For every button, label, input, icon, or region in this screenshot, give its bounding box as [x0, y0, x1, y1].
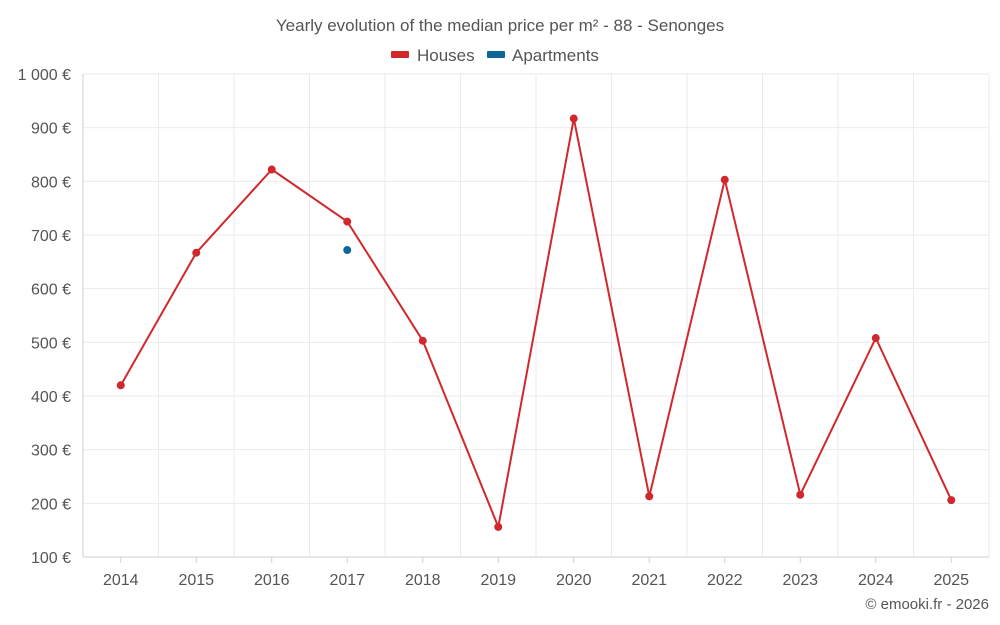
credit: © emooki.fr - 2026 [865, 596, 989, 613]
data-point-houses[interactable] [267, 165, 276, 174]
series-layer [116, 114, 956, 531]
y-tick-label: 200 € [31, 496, 71, 513]
x-tick-label: 2021 [631, 572, 667, 589]
y-tick-label: 600 € [31, 282, 71, 299]
data-point-apartments[interactable] [343, 246, 352, 255]
x-tick-label: 2014 [103, 572, 139, 589]
x-tick-label: 2016 [254, 572, 290, 589]
x-axis: 2014 2015 2016 2017 2018 2019 2020 2021 2022 2023… [83, 556, 989, 589]
y-tick-label: 900 € [31, 121, 71, 138]
series-houses [116, 114, 956, 531]
legend-swatch-houses [391, 51, 409, 58]
x-tick-label: 2023 [782, 572, 818, 589]
data-point-houses[interactable] [947, 496, 956, 505]
legend-label-houses: Houses [417, 46, 475, 65]
y-tick-label: 700 € [31, 228, 71, 245]
data-point-houses[interactable] [645, 492, 654, 501]
y-tick-label: 100 € [31, 550, 71, 567]
x-tick-label: 2020 [556, 572, 592, 589]
data-point-houses[interactable] [494, 522, 503, 531]
legend-label-apartments: Apartments [512, 46, 599, 65]
y-tick-label: 300 € [31, 443, 71, 460]
legend-item-houses[interactable]: Houses [391, 46, 475, 65]
data-point-houses[interactable] [192, 248, 201, 257]
y-tick-label: 500 € [31, 335, 71, 352]
y-axis: 100 € 200 € 300 € 400 € 500 € 600 € 700 € 800 €… [18, 67, 84, 567]
x-tick-label: 2024 [858, 572, 894, 589]
legend-swatch-apartments [487, 51, 505, 58]
y-tick-label: 400 € [31, 389, 71, 406]
grid [83, 73, 990, 557]
x-tick-label: 2022 [707, 572, 743, 589]
data-point-houses[interactable] [720, 175, 729, 184]
series-line-houses [119, 117, 953, 528]
data-point-houses[interactable] [343, 217, 352, 226]
legend-item-apartments[interactable]: Apartments [487, 46, 599, 65]
x-tick-label: 2025 [933, 572, 969, 589]
x-tick-label: 2017 [329, 572, 365, 589]
y-tick-label: 1 000 € [18, 67, 71, 84]
series-apartments [343, 246, 352, 255]
data-point-houses[interactable] [418, 336, 427, 345]
data-point-houses[interactable] [796, 490, 805, 499]
x-tick-label: 2018 [405, 572, 441, 589]
data-point-houses[interactable] [871, 334, 880, 343]
x-tick-label: 2015 [178, 572, 214, 589]
x-tick-label: 2019 [480, 572, 516, 589]
data-point-houses[interactable] [116, 381, 125, 390]
chart-title: Yearly evolution of the median price per… [276, 16, 724, 35]
data-point-houses[interactable] [569, 114, 578, 123]
legend: Houses Apartments [391, 46, 599, 65]
y-tick-label: 800 € [31, 174, 71, 191]
